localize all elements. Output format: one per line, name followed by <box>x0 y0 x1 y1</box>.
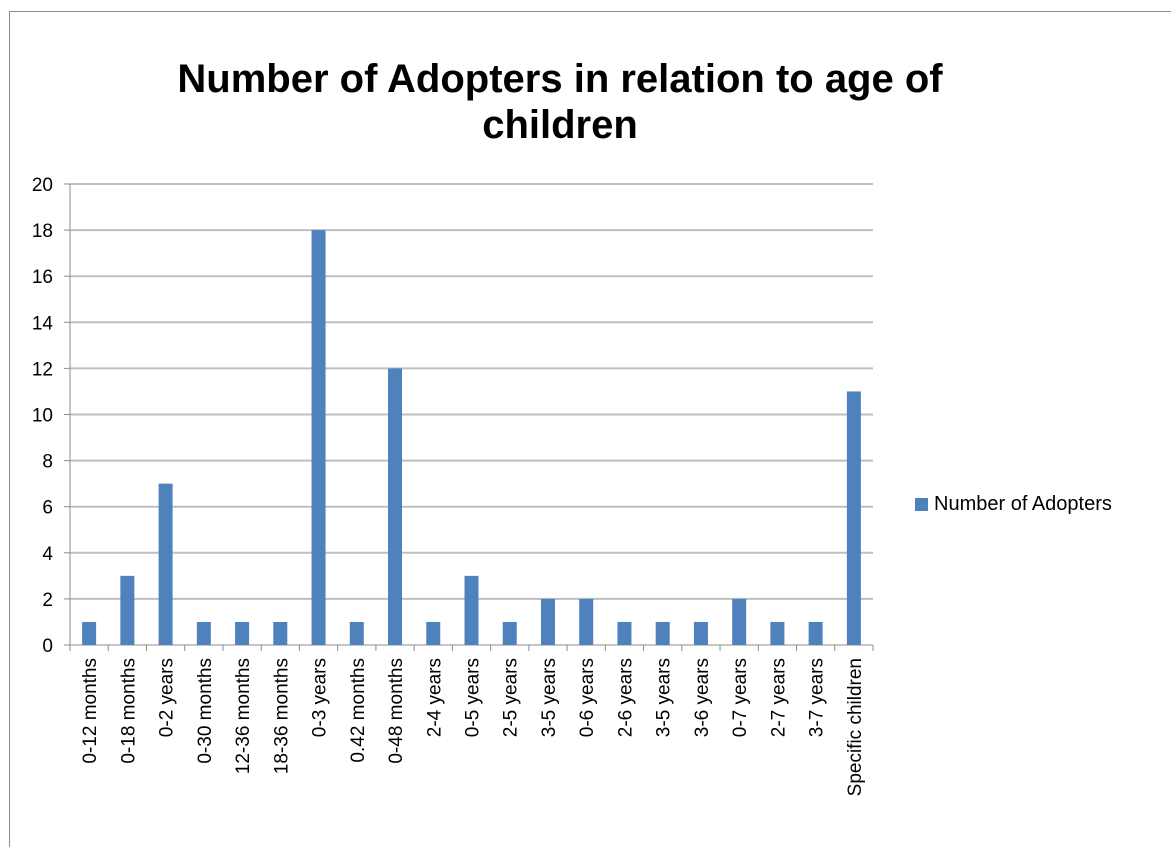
x-tick-label: 0-18 months <box>118 658 139 764</box>
x-tick-label: 0-6 years <box>577 658 598 737</box>
y-tick-label: 12 <box>32 359 53 380</box>
bar <box>120 575 135 645</box>
bar <box>196 621 211 645</box>
bar <box>426 621 441 645</box>
legend: Number of Adopters <box>915 491 1112 517</box>
x-tick-label: 0-48 months <box>386 658 407 764</box>
bar <box>770 621 785 645</box>
x-tick-label: 3-7 years <box>807 658 828 737</box>
chart-frame <box>9 11 1171 847</box>
bar <box>273 621 288 645</box>
x-tick-label: 3-5 years <box>539 658 560 737</box>
x-tick-label: Specific children <box>845 658 866 796</box>
x-tick-label: 3-6 years <box>692 658 713 737</box>
y-tick-label: 2 <box>42 590 53 611</box>
x-tick-label: 0-30 months <box>195 658 216 764</box>
bar <box>655 621 670 645</box>
x-tick-label: 12-36 months <box>233 658 254 774</box>
legend-label: Number of Adopters <box>934 492 1112 515</box>
x-tick-label: 0.42 months <box>348 658 369 763</box>
x-tick-label: 3-5 years <box>654 658 675 737</box>
bar <box>617 621 632 645</box>
bar <box>732 598 747 645</box>
bar <box>808 621 823 645</box>
bar <box>349 621 364 645</box>
y-tick-label: 20 <box>32 175 53 196</box>
x-tick-label: 0-7 years <box>730 658 751 737</box>
bar <box>158 483 173 645</box>
y-tick-label: 10 <box>32 406 53 427</box>
x-tick-label: 0-5 years <box>463 658 484 737</box>
x-tick-label: 18-36 months <box>271 658 292 774</box>
bar <box>235 621 250 645</box>
y-tick-label: 18 <box>32 221 53 242</box>
y-tick-label: 0 <box>42 636 53 657</box>
y-tick-label: 14 <box>32 313 54 334</box>
bar <box>693 621 708 645</box>
y-tick-label: 16 <box>32 267 53 288</box>
bar <box>540 598 555 645</box>
bar <box>846 391 861 645</box>
bar <box>579 598 594 645</box>
chart-title: Number of Adopters in relation to age of… <box>177 57 943 147</box>
y-tick-label: 4 <box>42 544 53 565</box>
bar <box>464 575 479 645</box>
legend-swatch <box>915 497 928 511</box>
y-tick-label: 6 <box>42 498 53 519</box>
x-tick-label: 0-3 years <box>310 658 331 737</box>
bar <box>311 230 326 645</box>
x-tick-label: 0-2 years <box>157 658 178 737</box>
bar <box>82 621 97 645</box>
x-tick-label: 2-7 years <box>768 658 789 737</box>
bar <box>502 621 517 645</box>
x-tick-label: 2-5 years <box>501 658 522 737</box>
y-tick-label: 8 <box>42 452 53 473</box>
bar <box>388 368 403 645</box>
x-tick-label: 2-6 years <box>615 658 636 737</box>
x-tick-label: 0-12 months <box>80 658 101 764</box>
x-tick-label: 2-4 years <box>424 658 445 737</box>
